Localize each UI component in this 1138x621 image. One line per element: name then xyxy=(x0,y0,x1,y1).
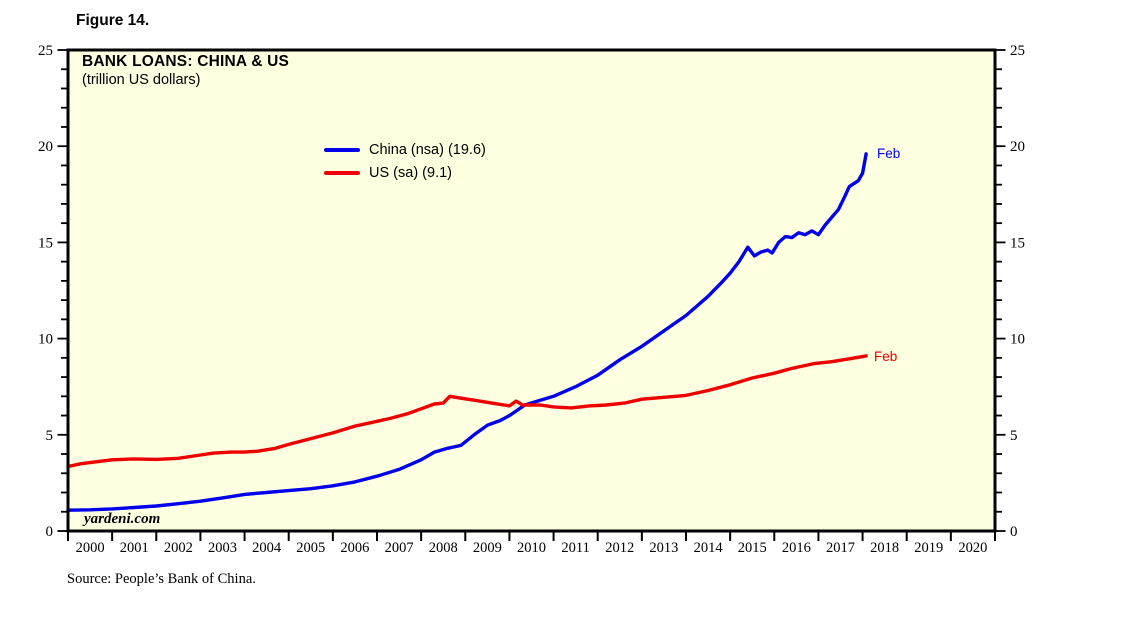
y-axis-label-right: 0 xyxy=(1010,524,1018,540)
y-axis-label-right: 25 xyxy=(1010,43,1025,59)
chart-subtitle: (trillion US dollars) xyxy=(82,72,201,88)
x-axis-label: 2006 xyxy=(340,540,369,556)
y-axis-label-right: 5 xyxy=(1010,428,1018,444)
y-axis-label-left: 0 xyxy=(46,524,54,540)
chart-title: BANK LOANS: CHINA & US xyxy=(82,53,290,70)
series-line-china xyxy=(66,152,868,512)
y-axis-label-right: 15 xyxy=(1010,235,1025,251)
x-axis-label: 2014 xyxy=(694,540,724,556)
figure-label: Figure 14. xyxy=(76,12,150,29)
y-axis-label-right: 10 xyxy=(1010,332,1025,348)
x-axis-label: 2011 xyxy=(561,540,589,556)
x-axis-label: 2019 xyxy=(914,540,943,556)
legend: China (nsa) (19.6) US (sa) (9.1) xyxy=(324,138,486,184)
x-axis-label: 2016 xyxy=(782,540,811,556)
series-end-label-china: Feb xyxy=(877,146,901,161)
plot-border xyxy=(66,48,997,533)
y-axis-label-left: 25 xyxy=(38,43,53,59)
source-note: Source: People’s Bank of China. xyxy=(67,571,256,587)
legend-label-us: US (sa) (9.1) xyxy=(369,164,452,181)
x-axis-label: 2018 xyxy=(870,540,899,556)
x-axis-label: 2003 xyxy=(208,540,237,556)
y-axis-label-left: 20 xyxy=(38,139,53,155)
watermark: yardeni.com xyxy=(84,511,161,527)
x-axis-label: 2017 xyxy=(826,540,855,556)
x-axis-label: 2009 xyxy=(473,540,502,556)
x-axis-label: 2013 xyxy=(649,540,678,556)
x-axis-label: 2007 xyxy=(385,540,414,556)
x-axis-label: 2005 xyxy=(296,540,325,556)
x-axis-label: 2010 xyxy=(517,540,546,556)
legend-label-china: China (nsa) (19.6) xyxy=(369,141,486,158)
series-line-us xyxy=(66,354,868,469)
x-axis-label: 2001 xyxy=(120,540,149,556)
plot-area xyxy=(68,50,995,531)
x-axis-label: 2012 xyxy=(605,540,634,556)
legend-swatch-china xyxy=(324,147,360,152)
x-axis-label: 2000 xyxy=(76,540,105,556)
y-axis-label-right: 20 xyxy=(1010,139,1025,155)
series-end-label-us: Feb xyxy=(874,349,898,364)
x-axis-label: 2004 xyxy=(252,540,282,556)
legend-swatch-us xyxy=(324,170,360,175)
y-axis-label-left: 15 xyxy=(38,235,53,251)
x-axis-label: 2020 xyxy=(958,540,987,556)
legend-row-us: US (sa) (9.1) xyxy=(324,161,486,184)
x-axis-label: 2015 xyxy=(738,540,767,556)
x-axis-label: 2008 xyxy=(429,540,458,556)
y-axis-label-left: 10 xyxy=(38,332,53,348)
x-axis-label: 2002 xyxy=(164,540,193,556)
legend-row-china: China (nsa) (19.6) xyxy=(324,138,486,161)
y-axis-label-left: 5 xyxy=(46,428,54,444)
